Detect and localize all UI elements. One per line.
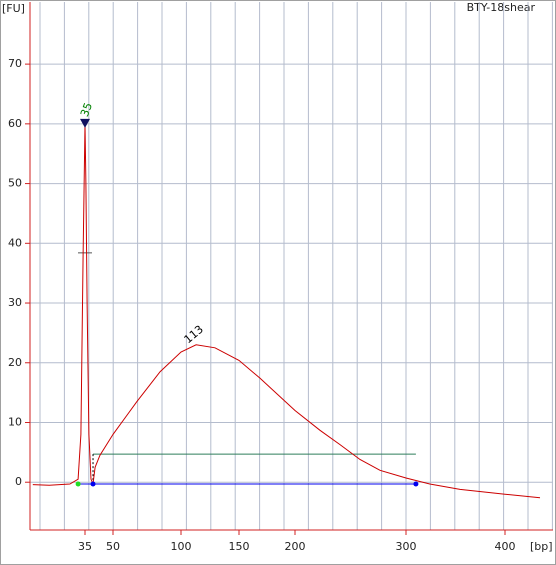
chart-title: BTY-18shear [467, 1, 536, 14]
y-tick-label: 30 [8, 296, 22, 309]
y-axis-label: [FU] [2, 2, 25, 15]
peak-marker [80, 118, 90, 128]
x-tick-label: 35 [78, 540, 92, 553]
y-tick-label: 10 [8, 415, 22, 428]
y-tick-label: 20 [8, 356, 22, 369]
region-start-dot [90, 481, 96, 487]
x-tick-label: 400 [495, 540, 516, 553]
x-tick-label: 200 [285, 540, 306, 553]
y-tick-label: 60 [8, 117, 22, 130]
peak-label: 35 [78, 101, 95, 119]
y-tick-label: 40 [8, 236, 22, 249]
x-tick-label: 300 [396, 540, 417, 553]
x-tick-label: 100 [171, 540, 192, 553]
lower-start-dot [75, 481, 81, 487]
y-tick-label: 50 [8, 177, 22, 190]
region-end-dot [413, 481, 419, 487]
x-tick-label: 150 [229, 540, 250, 553]
trace [32, 123, 541, 499]
y-tick-label: 0 [15, 475, 22, 488]
x-axis-label: [bp] [530, 540, 553, 553]
x-tick-label: 50 [106, 540, 120, 553]
y-tick-label: 70 [8, 57, 22, 70]
